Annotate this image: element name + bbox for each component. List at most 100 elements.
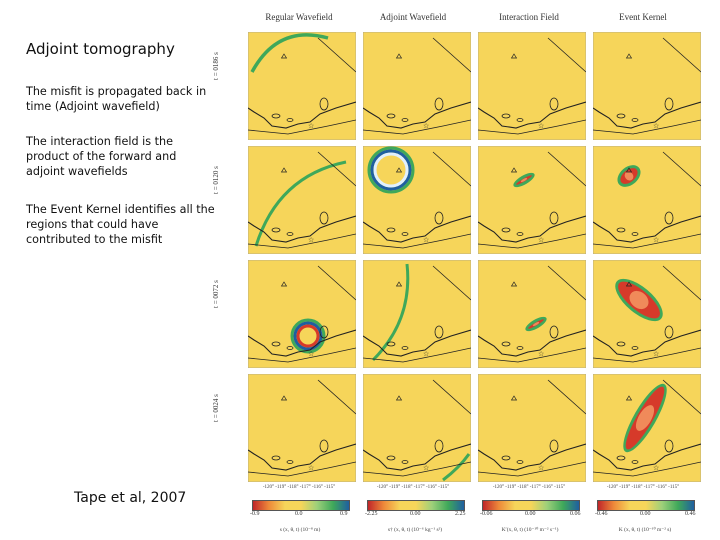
colorbar <box>482 500 580 511</box>
island <box>631 346 639 350</box>
island <box>319 325 329 339</box>
island <box>616 455 626 461</box>
island <box>516 460 524 464</box>
slide-title: Adjoint tomography <box>26 40 175 58</box>
island <box>386 113 396 119</box>
station-marker-icon <box>395 281 403 287</box>
island <box>386 455 396 461</box>
map-panel: ☆ <box>593 32 701 140</box>
island <box>631 232 639 236</box>
x-axis-ticks-2: -120° -119° -118° -117° -116° -115° <box>376 485 450 490</box>
fault-line <box>662 151 701 187</box>
fault-line <box>363 347 471 363</box>
map-panel: ☆ <box>363 374 471 482</box>
map-panel: ☆ <box>593 146 701 254</box>
map-background <box>478 146 586 254</box>
map-panel: ☆ <box>363 146 471 254</box>
row-label-3: t = 0072 s <box>212 280 220 308</box>
x-axis-ticks-1: -120° -119° -118° -117° -116° -115° <box>262 485 336 490</box>
fault-line <box>317 37 356 73</box>
station-marker-icon <box>625 167 633 173</box>
fault-line <box>593 347 701 363</box>
island <box>401 118 409 122</box>
fault-line <box>547 379 586 415</box>
event-kernel <box>623 383 667 453</box>
island <box>434 211 444 225</box>
fault-line <box>363 233 471 249</box>
station-marker-icon <box>280 53 288 59</box>
colorbar-label: K′(x, θ, t) (10⁻¹⁰ m⁻² s⁻¹) <box>501 527 559 533</box>
coastline <box>248 329 356 357</box>
island <box>616 341 626 347</box>
station-marker-icon <box>280 395 288 401</box>
colorbar-label: s (x, θ, t) (10⁻⁸ m) <box>279 527 321 533</box>
colorbar-tick-label: 0.00 <box>410 511 421 517</box>
island <box>549 97 559 111</box>
map-background <box>478 260 586 368</box>
fault-line <box>317 379 356 415</box>
colorbar-tick-label: -0.06 <box>480 511 493 517</box>
fault-line <box>662 37 701 73</box>
station-marker-icon <box>280 167 288 173</box>
coastline <box>478 443 586 471</box>
island <box>271 227 281 233</box>
source-star-icon: ☆ <box>308 350 314 358</box>
coastline <box>248 443 356 471</box>
station-marker-icon <box>510 53 518 59</box>
island <box>286 346 294 350</box>
fault-line <box>547 37 586 73</box>
map-panel: ☆ <box>248 32 356 140</box>
source-star-icon: ☆ <box>653 464 659 472</box>
column-header-interaction: Interaction Field <box>499 12 559 22</box>
citation: Tape et al, 2007 <box>74 490 187 506</box>
map-panel: ☆ <box>593 374 701 482</box>
island <box>631 118 639 122</box>
map-background <box>248 374 356 482</box>
map-background <box>478 32 586 140</box>
source-star-icon: ☆ <box>308 122 314 130</box>
source-star-icon: ☆ <box>653 236 659 244</box>
colorbar-tick-label: -0.46 <box>595 511 608 517</box>
source-star-icon: ☆ <box>538 122 544 130</box>
interaction-field-description: The interaction field is the product of … <box>26 135 177 178</box>
island <box>664 439 674 453</box>
fault-line <box>478 233 586 249</box>
island <box>631 460 639 464</box>
colorbar-label: s† (x, θ, t) (10⁻⁶ kg⁻¹ s²) <box>387 527 443 533</box>
fault-line <box>478 347 586 363</box>
row-label-4: t = 0024 s <box>212 394 220 422</box>
map-panel: ☆ <box>478 260 586 368</box>
map-background <box>593 32 701 140</box>
colorbar-tick-label: 0.9 <box>340 511 348 517</box>
island <box>286 118 294 122</box>
adjoint-wavefield-description: The misfit is propagated back in time (A… <box>26 85 207 113</box>
island <box>549 325 559 339</box>
coastline <box>593 443 701 471</box>
fault-line <box>432 379 471 415</box>
fault-line <box>547 151 586 187</box>
fault-line <box>432 151 471 187</box>
column-header-kernel: Event Kernel <box>619 12 667 22</box>
fault-line <box>248 119 356 135</box>
fault-line <box>478 461 586 477</box>
colorbar-tick-label: 0.00 <box>525 511 536 517</box>
station-marker-icon <box>395 53 403 59</box>
island <box>401 460 409 464</box>
map-panel: ☆ <box>248 374 356 482</box>
fault-line <box>317 265 356 301</box>
coastline <box>363 101 471 129</box>
island <box>319 439 329 453</box>
island <box>286 460 294 464</box>
adjoint-wavefront <box>371 263 410 362</box>
coastline <box>478 329 586 357</box>
island <box>501 227 511 233</box>
fault-line <box>432 37 471 73</box>
coastline <box>248 215 356 243</box>
adjoint-ring <box>367 146 415 194</box>
coastline <box>593 215 701 243</box>
fault-line <box>363 119 471 135</box>
island <box>434 325 444 339</box>
fault-line <box>248 461 356 477</box>
interaction-streak <box>525 316 547 332</box>
interaction-streak <box>513 172 535 188</box>
